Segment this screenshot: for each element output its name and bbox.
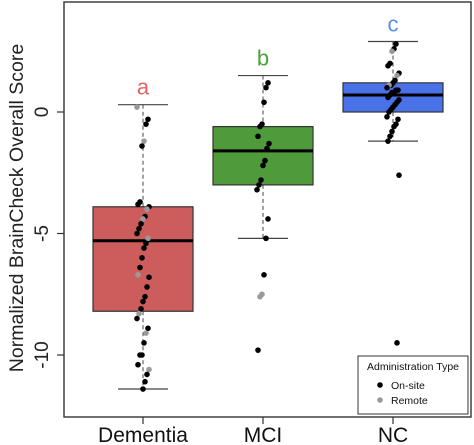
data-point bbox=[140, 298, 146, 305]
data-point bbox=[143, 330, 149, 336]
data-point bbox=[385, 138, 391, 144]
data-point bbox=[137, 264, 143, 271]
legend-marker-on-site bbox=[377, 382, 383, 388]
data-point bbox=[137, 352, 143, 358]
box-groups: a b c bbox=[92, 12, 444, 392]
data-point bbox=[261, 99, 267, 106]
y-axis-label: Normalized BrainCheck Overall Score bbox=[6, 44, 28, 372]
data-point bbox=[141, 245, 147, 251]
box bbox=[212, 125, 314, 186]
data-point bbox=[144, 371, 150, 378]
data-point bbox=[135, 201, 141, 208]
data-point bbox=[254, 186, 260, 193]
data-point bbox=[393, 41, 399, 47]
plot-frame bbox=[63, 1, 472, 418]
legend-marker-remote bbox=[377, 397, 383, 403]
data-point bbox=[384, 114, 390, 120]
data-point bbox=[139, 254, 145, 261]
data-point bbox=[136, 310, 142, 317]
x-axis: Dementia MCI NC bbox=[98, 417, 408, 445]
y-axis: 0 -5 -10 bbox=[32, 107, 64, 369]
x-tick-label: MCI bbox=[244, 424, 283, 445]
data-point bbox=[255, 347, 261, 353]
data-point bbox=[389, 128, 395, 135]
data-point bbox=[257, 293, 263, 300]
legend: Administration Type On-site Remote bbox=[357, 355, 469, 415]
y-tick-label: -10 bbox=[32, 341, 53, 368]
data-point bbox=[391, 123, 397, 130]
y-tick-label: 0 bbox=[32, 107, 53, 118]
legend-label-on-site: On-site bbox=[391, 380, 425, 392]
data-point bbox=[257, 123, 263, 130]
data-point bbox=[386, 109, 392, 115]
data-point bbox=[265, 80, 271, 86]
data-point bbox=[135, 272, 141, 278]
group-letter: b bbox=[257, 46, 269, 71]
group-nc: c bbox=[342, 12, 444, 346]
data-point bbox=[395, 116, 401, 123]
data-point bbox=[146, 274, 152, 281]
data-point bbox=[260, 162, 266, 169]
legend-box bbox=[357, 355, 469, 415]
data-point bbox=[385, 94, 391, 101]
data-point bbox=[145, 235, 151, 242]
x-tick-label: Dementia bbox=[98, 424, 188, 445]
data-point bbox=[258, 177, 264, 183]
data-point bbox=[145, 325, 151, 332]
data-point bbox=[139, 143, 145, 149]
data-point bbox=[261, 272, 267, 278]
data-point bbox=[134, 230, 140, 237]
data-point bbox=[263, 235, 269, 242]
data-point bbox=[255, 133, 261, 140]
data-point bbox=[394, 72, 400, 79]
data-point bbox=[264, 145, 270, 152]
data-point bbox=[266, 140, 272, 147]
legend-title: Administration Type bbox=[367, 361, 459, 373]
data-point bbox=[263, 84, 269, 91]
y-tick-label: -5 bbox=[32, 225, 53, 242]
data-point bbox=[387, 133, 393, 140]
legend-label-remote: Remote bbox=[391, 395, 428, 407]
data-point bbox=[136, 225, 142, 232]
data-point bbox=[141, 138, 147, 144]
data-point bbox=[144, 206, 150, 212]
group-dementia: a bbox=[92, 75, 194, 392]
data-point bbox=[140, 386, 146, 392]
data-point bbox=[146, 366, 152, 373]
data-point bbox=[145, 116, 151, 123]
data-point bbox=[144, 284, 150, 290]
data-point bbox=[134, 104, 140, 110]
data-point bbox=[142, 378, 148, 385]
group-mci: b bbox=[212, 46, 314, 353]
data-point bbox=[265, 216, 271, 222]
data-point bbox=[262, 157, 268, 164]
group-letter: c bbox=[388, 12, 399, 37]
data-point bbox=[385, 63, 391, 69]
data-point bbox=[256, 182, 262, 188]
data-point bbox=[143, 240, 149, 247]
group-letter: a bbox=[137, 75, 150, 100]
data-point bbox=[134, 315, 140, 322]
data-point bbox=[135, 361, 141, 368]
data-point bbox=[141, 340, 147, 346]
data-point bbox=[396, 172, 402, 178]
x-tick-label: NC bbox=[378, 424, 408, 445]
data-point bbox=[394, 340, 400, 346]
data-point bbox=[143, 121, 149, 127]
data-point bbox=[138, 220, 144, 227]
data-point bbox=[384, 84, 390, 91]
data-point bbox=[142, 293, 148, 300]
data-point bbox=[140, 216, 146, 222]
data-point bbox=[389, 48, 395, 55]
data-point bbox=[138, 306, 144, 312]
